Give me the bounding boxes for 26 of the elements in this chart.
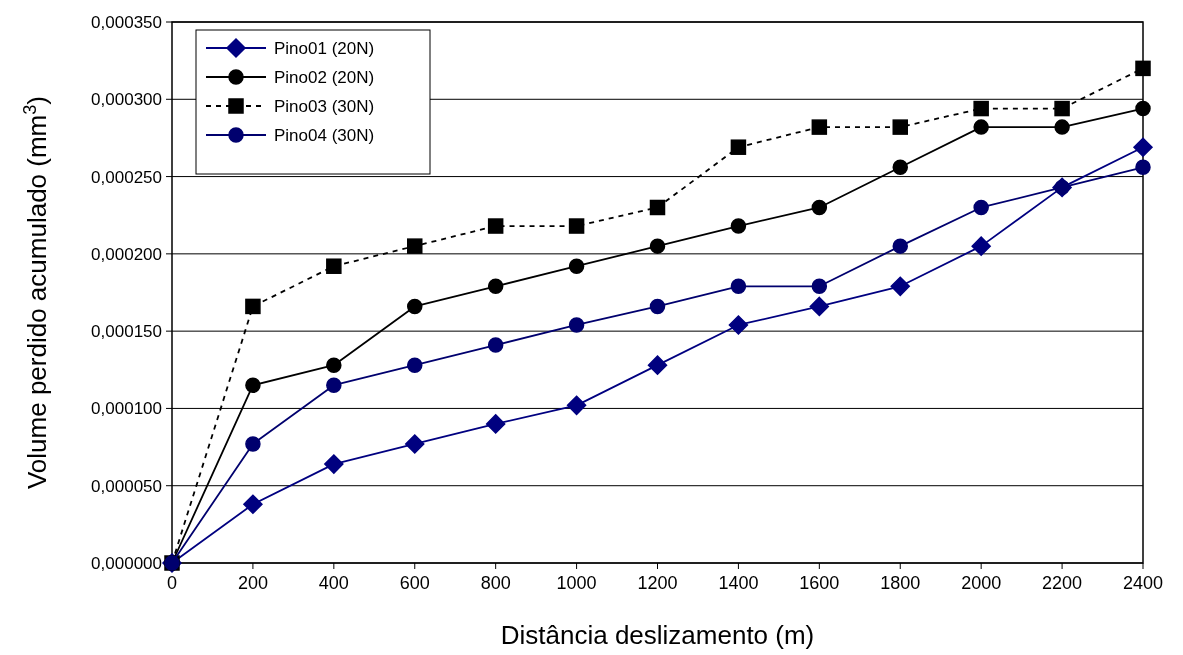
y-tick-label: 0,000000 xyxy=(91,553,162,573)
x-tick-label: 400 xyxy=(318,573,349,593)
x-tick-label: 600 xyxy=(399,573,430,593)
x-tick-label: 1800 xyxy=(880,573,921,593)
legend-label: Pino03 (30N) xyxy=(274,96,375,116)
x-tick-label: 800 xyxy=(480,573,511,593)
x-axis-title: Distância deslizamento (m) xyxy=(500,620,815,650)
x-tick-label: 2400 xyxy=(1122,573,1164,593)
y-tick-label: 0,000300 xyxy=(91,90,162,110)
legend-label: Pino02 (20N) xyxy=(274,67,375,87)
y-tick-label: 0,000100 xyxy=(91,399,162,419)
y-tick-label: 0,000250 xyxy=(91,167,162,187)
x-tick-label: 200 xyxy=(237,573,268,593)
y-tick-label: 0,000050 xyxy=(91,476,162,496)
legend-label: Pino01 (20N) xyxy=(274,38,375,58)
x-tick-label: 1400 xyxy=(718,573,759,593)
x-tick-label: 1200 xyxy=(637,573,678,593)
x-tick-label: 0 xyxy=(166,573,178,593)
x-tick-label: 1600 xyxy=(799,573,840,593)
y-tick-label: 0,000150 xyxy=(91,322,162,342)
x-tick-label: 2200 xyxy=(1042,573,1083,593)
x-tick-label: 2000 xyxy=(961,573,1002,593)
y-tick-label: 0,000200 xyxy=(91,244,162,264)
y-tick-label: 0,000350 xyxy=(91,12,162,32)
x-tick-label: 1000 xyxy=(556,573,597,593)
legend-label: Pino04 (30N) xyxy=(274,125,375,145)
